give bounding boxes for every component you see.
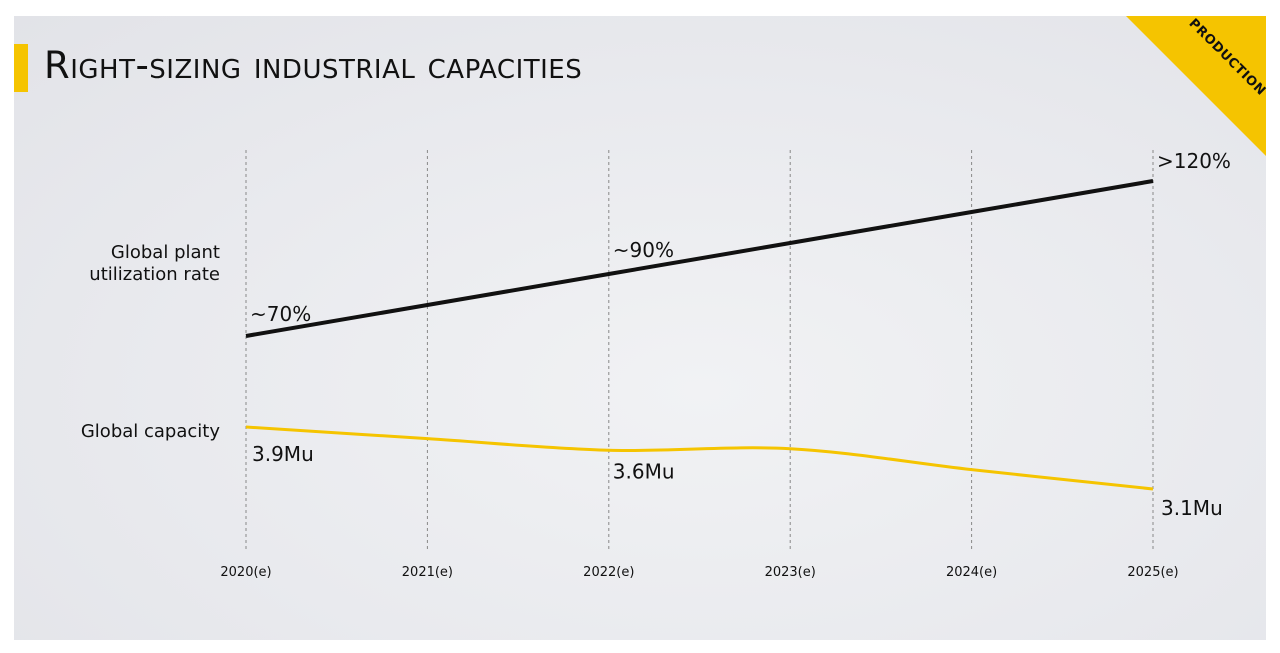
series-1-point-4	[970, 210, 974, 214]
series-2-point-2	[607, 448, 611, 452]
series-label-2: Global capacity	[81, 421, 220, 442]
page-title: Right-sizing industrial capacities	[44, 44, 583, 87]
series-1-point-3	[788, 241, 792, 245]
x-tick-label: 2022(e)	[583, 565, 634, 580]
x-tick-label: 2024(e)	[946, 565, 997, 580]
series-1-point-5	[1151, 179, 1155, 183]
series-1-point-0	[244, 334, 248, 338]
x-tick-label: 2023(e)	[765, 565, 816, 580]
corner-triangle	[1126, 16, 1266, 156]
data-label-series-2: 3.1Mu	[1161, 496, 1223, 520]
data-label-series-1: ~70%	[250, 302, 311, 326]
data-label-series-1: >120%	[1157, 149, 1231, 173]
series-2-point-4	[970, 468, 974, 472]
series-2-point-3	[788, 447, 792, 451]
x-tick-label: 2021(e)	[402, 565, 453, 580]
corner-ribbon	[1126, 16, 1266, 156]
data-label-series-2: 3.9Mu	[252, 442, 314, 466]
series-line-2	[245, 425, 1154, 491]
data-label-series-2: 3.6Mu	[613, 459, 675, 483]
series-1-point-1	[425, 303, 429, 307]
series-1-point-2	[607, 272, 611, 276]
x-tick-label: 2025(e)	[1127, 565, 1178, 580]
series-2-point-1	[425, 437, 429, 441]
series-2-point-5	[1151, 487, 1155, 491]
data-label-series-1: ~90%	[613, 238, 674, 262]
series-label-1: Global plant utilization rate	[89, 242, 220, 285]
series-2-point-0	[244, 425, 248, 429]
title-accent-bar	[14, 44, 28, 92]
x-tick-label: 2020(e)	[220, 565, 271, 580]
slide: Right-sizing industrial capacities	[14, 16, 1266, 640]
series-line-1	[245, 179, 1154, 338]
